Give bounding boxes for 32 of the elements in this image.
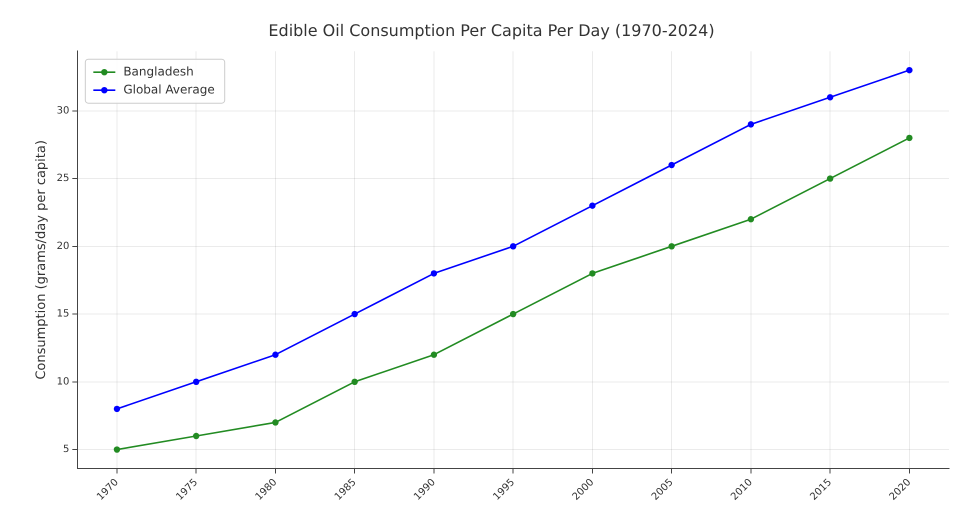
- legend-label: Global Average: [123, 82, 215, 96]
- point: [510, 310, 516, 318]
- point: [589, 202, 596, 209]
- point: [748, 216, 754, 222]
- y-tick-label: 20: [56, 240, 70, 252]
- y-tick-label: 15: [56, 308, 70, 320]
- y-tick-label: 10: [56, 376, 70, 388]
- point: [430, 270, 438, 277]
- point: [510, 243, 516, 250]
- point: [192, 378, 200, 386]
- y-tick-label: 25: [56, 173, 70, 184]
- point: [272, 419, 279, 426]
- point: [748, 121, 754, 128]
- y-axis-title: Consumption (grams/day per capita): [34, 140, 50, 380]
- point: [272, 352, 279, 358]
- point: [668, 243, 675, 250]
- point: [906, 66, 913, 74]
- y-tick-label: 5: [62, 444, 70, 456]
- y-tick-label: 30: [56, 105, 70, 116]
- point: [589, 270, 596, 277]
- point: [114, 446, 120, 453]
- point: [826, 175, 834, 182]
- point: [351, 310, 358, 318]
- point: [114, 406, 120, 412]
- point: [826, 94, 834, 100]
- chart-title: Edible Oil Consumption Per Capita Per Day (1970-2024): [268, 20, 715, 40]
- legend-label: Bangladesh: [123, 64, 194, 78]
- point: [351, 378, 358, 386]
- point: [668, 162, 675, 168]
- point: [192, 432, 200, 440]
- point: [906, 134, 913, 142]
- point: [430, 352, 438, 358]
